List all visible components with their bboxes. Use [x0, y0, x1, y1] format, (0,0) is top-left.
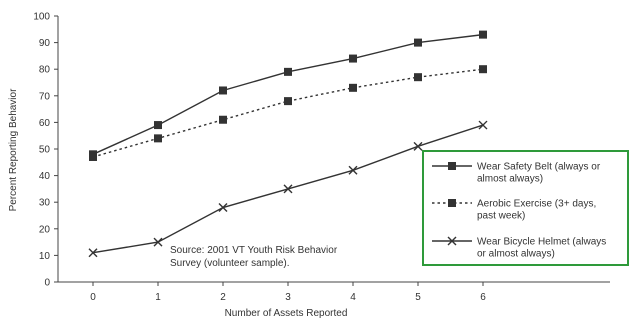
data-point: [283, 184, 293, 194]
annotation-line: Survey (volunteer sample).: [170, 258, 290, 269]
y-tick-label: 30: [39, 198, 51, 209]
y-tick-label: 90: [39, 38, 51, 49]
x-tick-label: 6: [480, 292, 486, 303]
data-point: [414, 38, 422, 47]
data-point: [414, 73, 422, 82]
data-point: [413, 141, 423, 151]
legend-label: Aerobic Exercise (3+ days,: [477, 199, 596, 210]
data-point: [154, 121, 162, 130]
series-line: [92, 33, 484, 155]
data-point: [88, 248, 98, 258]
x-marker-stroke: [283, 184, 293, 194]
data-point: [479, 30, 487, 39]
legend-swatch-marker: [448, 162, 456, 170]
x-tick-label: 4: [350, 292, 356, 303]
legend-label: past week): [477, 211, 525, 222]
data-point: [284, 97, 292, 106]
y-tick-label: 60: [39, 118, 51, 129]
x-tick-label: 5: [415, 292, 421, 303]
y-tick-label: 40: [39, 171, 51, 182]
data-point: [478, 120, 488, 130]
annotation-line: Source: 2001 VT Youth Risk Behavior: [170, 245, 338, 256]
x-marker-stroke: [153, 237, 163, 247]
data-point: [349, 54, 357, 63]
x-marker-stroke: [478, 120, 488, 130]
x-tick-label: 0: [90, 292, 96, 303]
data-point: [479, 65, 487, 74]
x-tick-label: 2: [220, 292, 226, 303]
axes: 0 10 20 30 40 50 60 70 80 90 100 0 1 2 3 4 5 6: [33, 12, 610, 303]
data-point: [153, 237, 163, 247]
data-point: [219, 115, 227, 124]
legend-label: Wear Bicycle Helmet (always: [477, 237, 606, 248]
legend-entry-1: Aerobic Exercise (3+ days,past week): [432, 199, 596, 222]
legend-swatch-marker: [448, 199, 456, 207]
y-tick-label: 20: [39, 224, 51, 235]
data-point: [89, 152, 97, 161]
legend-box: [422, 150, 629, 266]
data-point: [349, 83, 357, 92]
y-tick-label: 0: [44, 278, 50, 289]
source-annotation: Source: 2001 VT Youth Risk Behavior Surve…: [170, 245, 338, 269]
x-tick-label: 1: [155, 292, 161, 303]
x-marker-stroke: [348, 165, 358, 175]
series-2: [88, 120, 488, 258]
data-point: [284, 67, 292, 76]
data-point: [348, 165, 358, 175]
y-tick-label: 70: [39, 91, 51, 102]
legend-label: or almost always): [477, 249, 555, 260]
x-axis-label: Number of Assets Reported: [225, 308, 348, 319]
legend-label: almost always): [477, 174, 543, 185]
data-point: [154, 134, 162, 143]
y-tick-label: 100: [33, 12, 50, 23]
y-tick-label: 10: [39, 251, 51, 262]
data-point: [219, 86, 227, 95]
x-marker-stroke: [413, 141, 423, 151]
series-0: [89, 30, 487, 159]
y-tick-label: 80: [39, 65, 51, 76]
series-layer: [88, 30, 488, 258]
legend-label: Wear Safety Belt (always or: [477, 162, 601, 173]
legend-swatch-marker: [447, 236, 457, 246]
y-tick-label: 50: [39, 145, 51, 156]
y-axis-label: Percent Reporting Behavior: [8, 88, 19, 212]
x-marker-stroke: [447, 236, 457, 246]
x-tick-label: 3: [285, 292, 291, 303]
x-marker-stroke: [218, 203, 228, 213]
x-marker-stroke: [88, 248, 98, 258]
series-1: [89, 65, 487, 161]
data-point: [218, 203, 228, 213]
